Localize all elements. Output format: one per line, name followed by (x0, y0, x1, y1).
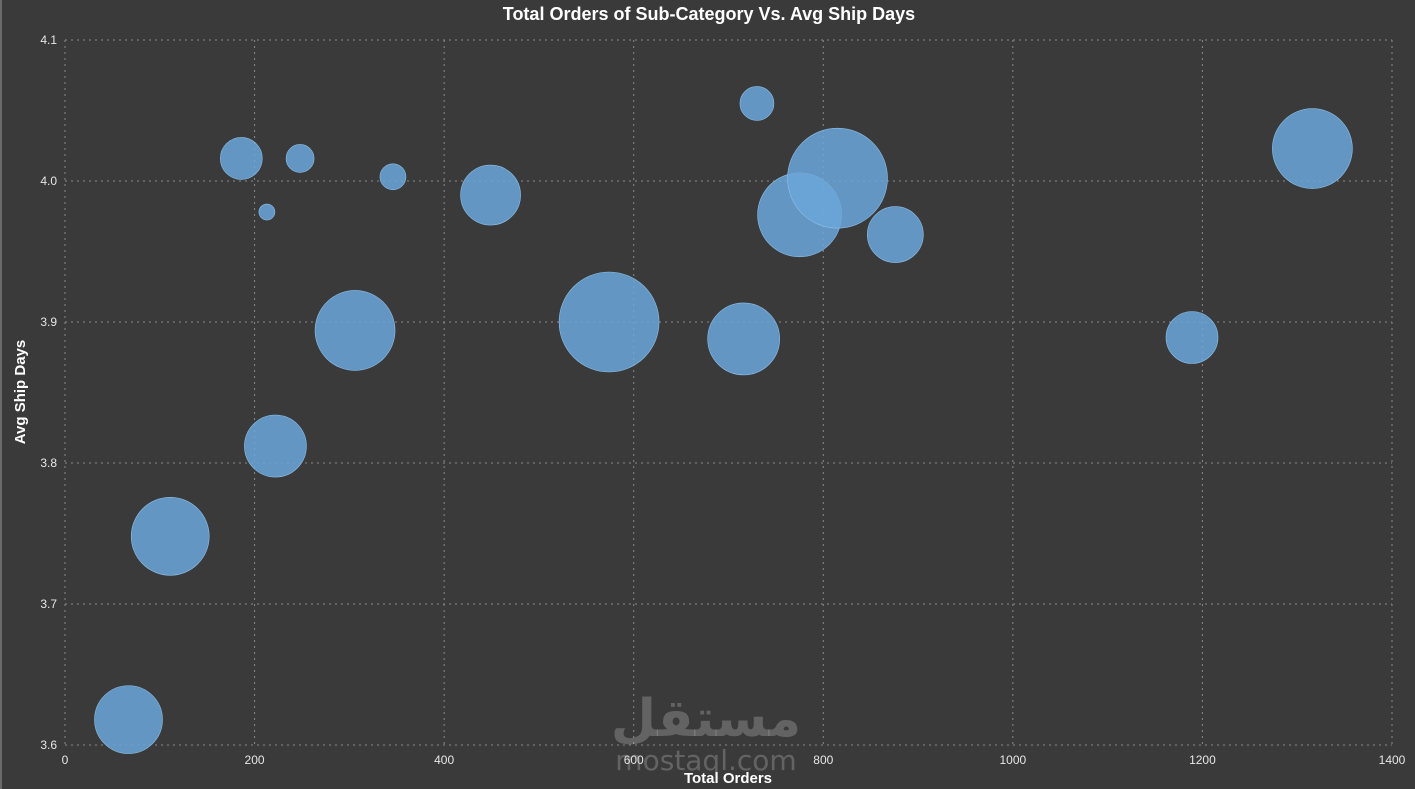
watermark-url: mostaql.com (615, 744, 796, 777)
x-axis-ticks: 0 200 400 600 800 1000 1200 1400 (62, 753, 1406, 767)
y-tick-label: 4.1 (40, 33, 57, 47)
bubble[interactable] (130, 497, 210, 576)
y-tick-label: 3.7 (40, 597, 57, 611)
bubble[interactable] (460, 164, 521, 226)
chart-title: Total Orders of Sub-Category Vs. Avg Shi… (503, 4, 915, 24)
watermark-arabic: مستقل (611, 689, 801, 749)
bubble[interactable] (314, 290, 396, 371)
bubble[interactable] (558, 271, 660, 373)
bubble[interactable] (787, 127, 888, 229)
x-tick-label: 800 (813, 753, 833, 767)
y-tick-label: 3.8 (40, 456, 57, 470)
x-tick-label: 400 (434, 753, 454, 767)
y-axis-ticks: 3.6 3.7 3.8 3.9 4.0 4.1 (40, 33, 57, 752)
x-tick-label: 1200 (1189, 753, 1216, 767)
bubble[interactable] (220, 137, 263, 180)
bubble[interactable] (707, 302, 780, 376)
bubble[interactable] (379, 163, 407, 191)
watermark: مستقل mostaql.com (611, 689, 801, 777)
bubble[interactable] (94, 685, 163, 754)
grid-lines (64, 39, 1393, 746)
bubble[interactable] (867, 206, 924, 263)
x-axis-title: Total Orders (684, 770, 772, 787)
y-tick-label: 3.6 (40, 738, 57, 752)
y-axis-title: Avg Ship Days (12, 340, 29, 444)
x-tick-label: 0 (62, 753, 69, 767)
bubbles (94, 86, 1353, 754)
bubble[interactable] (739, 86, 775, 121)
x-tick-label: 1400 (1379, 753, 1406, 767)
x-tick-label: 200 (245, 753, 265, 767)
bubble[interactable] (244, 414, 307, 478)
bubble[interactable] (258, 203, 276, 221)
y-tick-label: 3.9 (40, 315, 57, 329)
bubble[interactable] (1272, 108, 1353, 189)
bubble[interactable] (285, 144, 315, 173)
x-tick-label: 1000 (1000, 753, 1027, 767)
x-tick-label: 600 (624, 753, 644, 767)
bubble[interactable] (1165, 311, 1219, 364)
y-tick-label: 4.0 (40, 174, 57, 188)
